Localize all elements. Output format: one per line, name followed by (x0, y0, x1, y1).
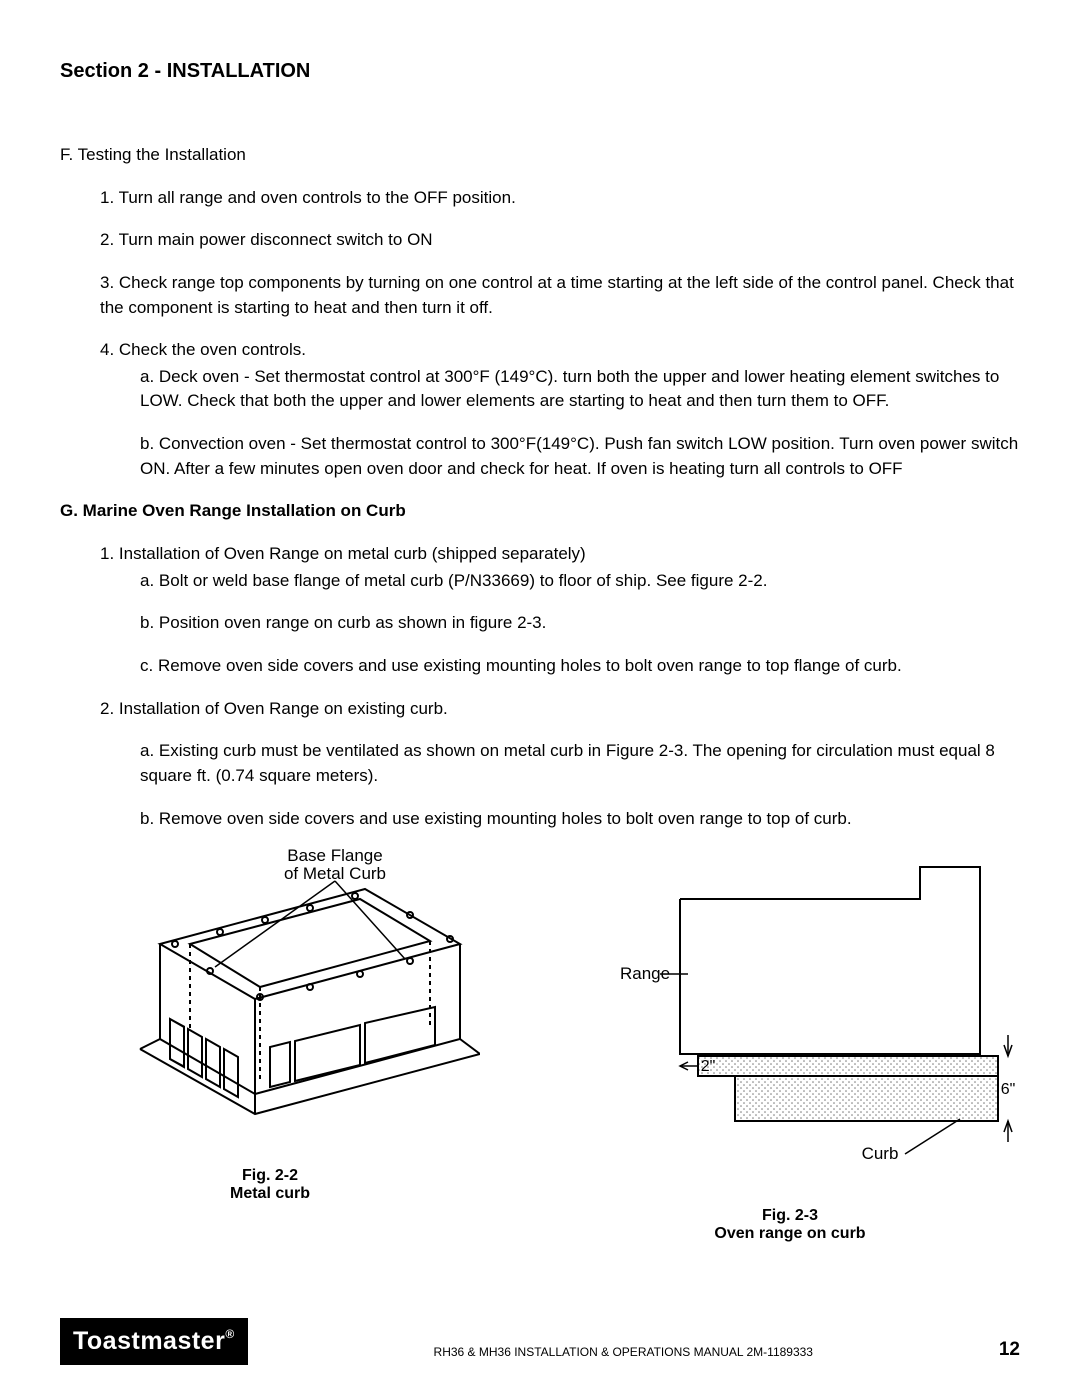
fig2-2-caption-sub: Metal curb (230, 1185, 310, 1203)
section-title: Section 2 - INSTALLATION (60, 60, 1020, 83)
page-body: Section 2 - INSTALLATION F. Testing the … (0, 0, 1080, 1243)
para-g-title: G. Marine Oven Range Installation on Cur… (60, 499, 1020, 524)
brand-logo-reg: ® (225, 1327, 234, 1341)
para-g-1c: c. Remove oven side covers and use exist… (140, 654, 1020, 679)
figure-2-3-block: Range 2" 6" Curb Fig. 2-3 Oven range on … (560, 859, 1020, 1243)
fig2-3-caption-title: Fig. 2-3 (762, 1207, 818, 1225)
fig2-3-label-2in: 2" (701, 1058, 716, 1075)
fig2-2-label1: Base Flange (287, 849, 382, 865)
brand-logo-text: Toastmaster (73, 1327, 225, 1355)
para-f-4b: b. Convection oven - Set thermostat cont… (140, 432, 1020, 481)
brand-logo: Toastmaster® (60, 1318, 248, 1365)
figure-2-2-block: Base Flange of Metal Curb Fig. 2-2 Metal… (60, 849, 480, 1203)
para-g-2a: a. Existing curb must be ventilated as s… (140, 739, 1020, 788)
para-g-1: 1. Installation of Oven Range on metal c… (100, 542, 1020, 567)
footer: Toastmaster® RH36 & MH36 INSTALLATION & … (60, 1318, 1020, 1365)
fig2-3-label-range: Range (620, 964, 670, 983)
para-f-4: 4. Check the oven controls. (100, 338, 1020, 363)
fig2-2-label2: of Metal Curb (284, 864, 386, 883)
fig2-3-label-curb: Curb (862, 1144, 899, 1163)
figure-2-2-svg: Base Flange of Metal Curb (60, 849, 480, 1159)
para-f-1: 1. Turn all range and oven controls to t… (100, 186, 1020, 211)
para-g-1a: a. Bolt or weld base flange of metal cur… (140, 569, 1020, 594)
para-g-2: 2. Installation of Oven Range on existin… (100, 697, 1020, 722)
para-f-title: F. Testing the Installation (60, 143, 1020, 168)
para-g-1b: b. Position oven range on curb as shown … (140, 611, 1020, 636)
fig2-3-label-6in: 6" (1001, 1081, 1016, 1098)
para-g-2b: b. Remove oven side covers and use exist… (140, 807, 1020, 832)
para-f-3: 3. Check range top components by turning… (100, 271, 1020, 320)
page-number: 12 (999, 1339, 1020, 1365)
para-f-4a: a. Deck oven - Set thermostat control at… (140, 365, 1020, 414)
footer-manual-text: RH36 & MH36 INSTALLATION & OPERATIONS MA… (248, 1345, 999, 1365)
para-f-2: 2. Turn main power disconnect switch to … (100, 228, 1020, 253)
figures-row: Base Flange of Metal Curb Fig. 2-2 Metal… (60, 849, 1020, 1243)
fig2-3-caption-sub: Oven range on curb (714, 1225, 865, 1243)
fig2-2-caption-title: Fig. 2-2 (242, 1167, 298, 1185)
figure-2-3-svg: Range 2" 6" Curb (560, 859, 1020, 1199)
